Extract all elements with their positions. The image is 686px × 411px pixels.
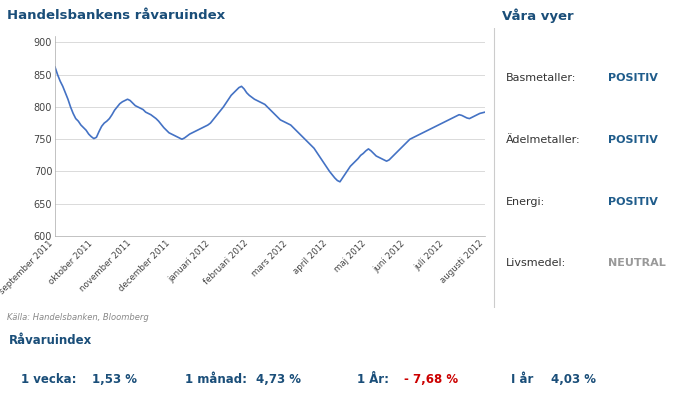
Text: Livsmedel:: Livsmedel:: [506, 258, 566, 268]
Text: Basmetaller:: Basmetaller:: [506, 74, 576, 83]
Text: 4,73 %: 4,73 %: [257, 373, 301, 386]
Text: - 7,68 %: - 7,68 %: [404, 373, 458, 386]
Text: NEUTRAL: NEUTRAL: [608, 258, 665, 268]
Text: 1 månad:: 1 månad:: [185, 373, 251, 386]
Text: POSITIV: POSITIV: [608, 135, 657, 145]
Text: Råvaruindex: Råvaruindex: [9, 334, 92, 346]
Text: I år: I år: [511, 373, 538, 386]
Text: 1,53 %: 1,53 %: [92, 373, 137, 386]
Text: Ädelmetaller:: Ädelmetaller:: [506, 135, 580, 145]
Text: Energi:: Energi:: [506, 196, 545, 207]
Text: 1 vecka:: 1 vecka:: [21, 373, 80, 386]
Text: Handelsbankens råvaruindex: Handelsbankens råvaruindex: [8, 9, 226, 22]
Text: Våra vyer: Våra vyer: [501, 8, 573, 23]
Text: 1 År:: 1 År:: [357, 373, 393, 386]
Text: POSITIV: POSITIV: [608, 196, 657, 207]
Text: Källa: Handelsbanken, Bloomberg: Källa: Handelsbanken, Bloomberg: [8, 314, 149, 323]
Text: POSITIV: POSITIV: [608, 74, 657, 83]
Text: 4,03 %: 4,03 %: [550, 373, 595, 386]
